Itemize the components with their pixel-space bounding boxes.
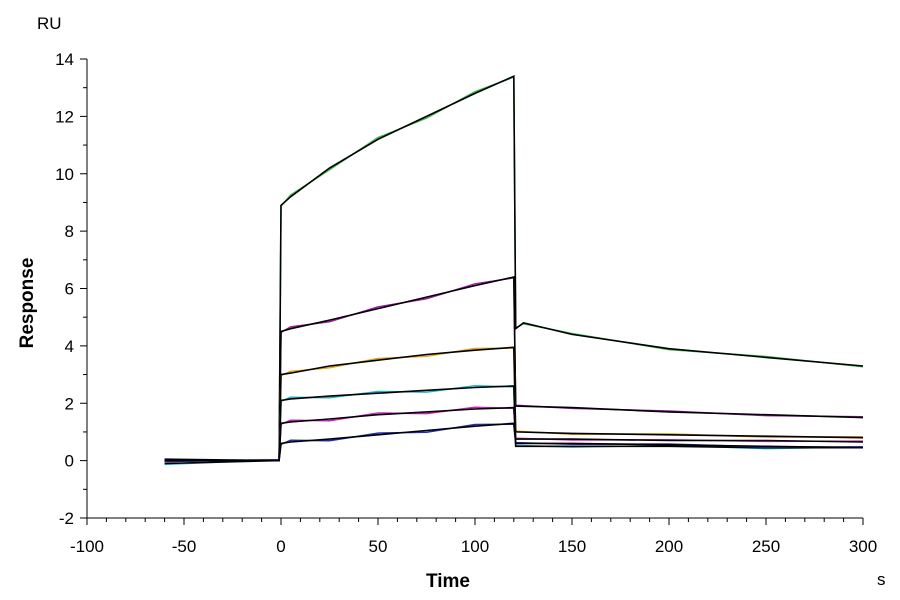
x-ticks: -100 -50 0 50 100 150 200 250 300 <box>70 518 877 556</box>
y-tick-label: 6 <box>65 280 74 299</box>
y-tick-label: 10 <box>55 165 74 184</box>
plot-area <box>164 74 864 466</box>
x-tick-label: 200 <box>655 537 683 556</box>
x-tick-label: -100 <box>70 537 104 556</box>
axes: -2 0 2 4 6 8 10 12 14 -100 -50 0 50 100 150 200 250 300 <box>55 50 877 556</box>
fit-line <box>164 346 864 462</box>
fit-line <box>164 422 864 462</box>
y-tick-label: 8 <box>65 222 74 241</box>
x-tick-label: 50 <box>369 537 388 556</box>
series-6 <box>164 422 864 463</box>
x-tick-label: 0 <box>276 537 285 556</box>
series-5 <box>164 406 864 463</box>
y-ticks: -2 0 2 4 6 8 10 12 14 <box>55 50 87 528</box>
fit-line <box>164 406 864 462</box>
y-unit-label: RU <box>37 14 62 33</box>
series-3 <box>164 346 864 463</box>
fit-line <box>164 276 864 462</box>
series-1 <box>164 74 864 462</box>
x-tick-label: 250 <box>752 537 780 556</box>
y-tick-label: 14 <box>55 50 74 69</box>
y-axis-title: Response <box>17 258 38 349</box>
y-tick-label: 2 <box>65 394 74 413</box>
series-2 <box>164 276 864 463</box>
x-tick-label: 100 <box>461 537 489 556</box>
x-tick-label: 150 <box>558 537 586 556</box>
y-tick-label: -2 <box>59 509 74 528</box>
y-tick-label: 4 <box>65 337 74 356</box>
y-tick-label: 0 <box>65 452 74 471</box>
x-tick-label: 300 <box>849 537 877 556</box>
y-tick-label: 12 <box>55 107 74 126</box>
x-axis-title: Time <box>426 571 470 592</box>
series-4 <box>164 385 864 466</box>
x-unit-label: s <box>877 570 886 589</box>
fit-line <box>164 385 863 465</box>
fit-line <box>164 74 864 462</box>
x-tick-label: -50 <box>172 537 197 556</box>
